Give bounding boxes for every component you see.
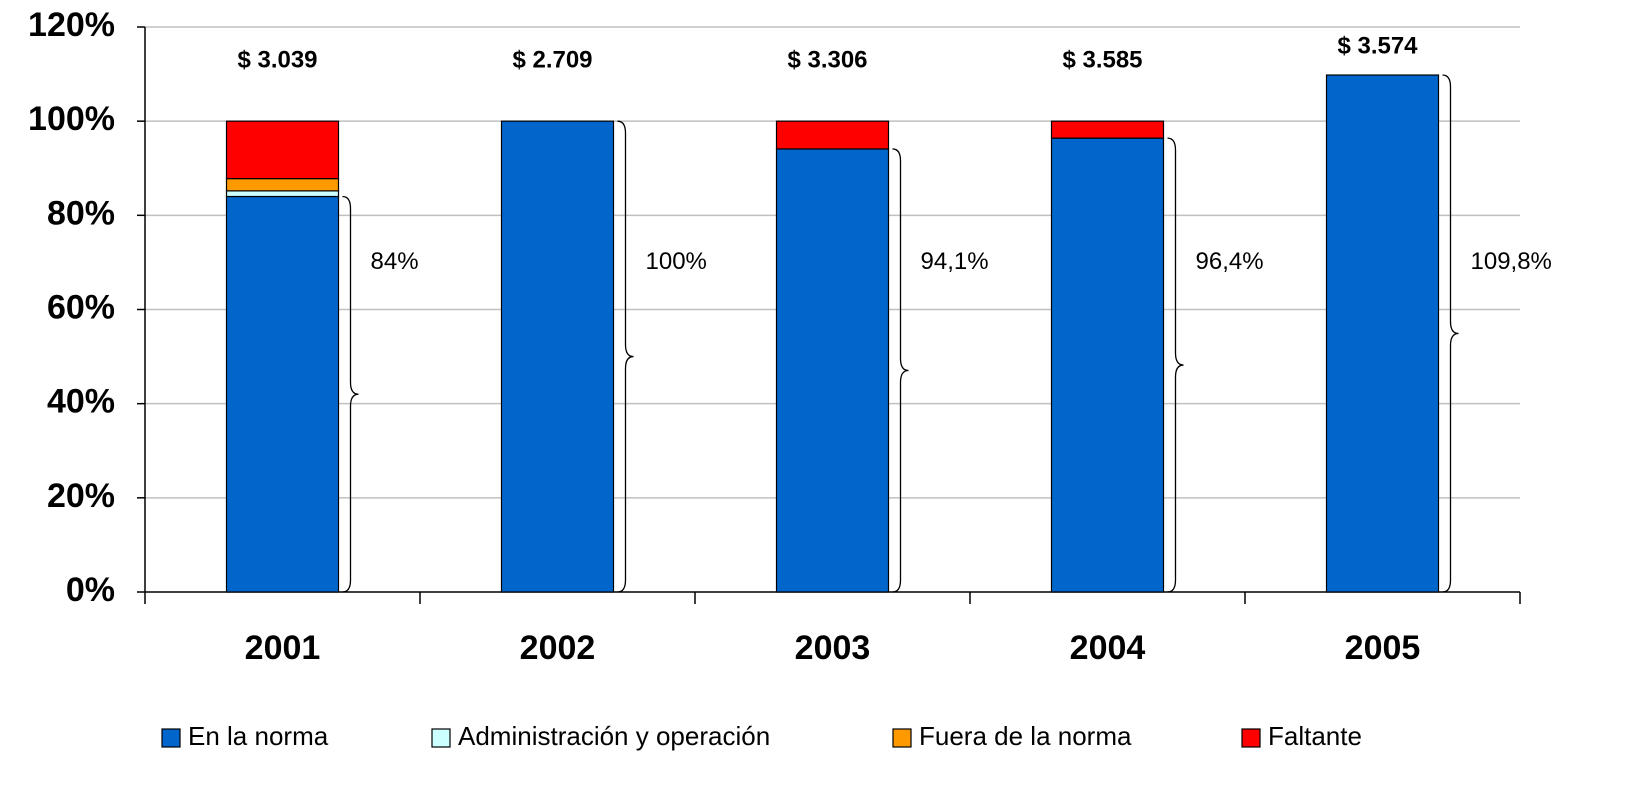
legend-swatch: [892, 728, 912, 748]
bar-segment: [225, 190, 340, 198]
x-tick-label: 2004: [1070, 629, 1146, 667]
x-tick-label: 2005: [1345, 629, 1421, 667]
value-label: 96,4%: [1196, 248, 1264, 275]
y-tick-label: 60%: [47, 288, 115, 326]
y-tick-label: 40%: [47, 383, 115, 421]
bar-segment: [1050, 120, 1165, 139]
value-label: 100%: [646, 248, 707, 275]
x-tick-label: 2001: [245, 629, 321, 667]
brace: [1442, 74, 1459, 593]
legend-label: En la norma: [188, 721, 329, 751]
y-tick-label: 120%: [28, 6, 115, 44]
y-tick-label: 80%: [47, 194, 115, 232]
annotation: $ 2.709: [512, 47, 592, 74]
legend-swatch: [431, 728, 451, 748]
bar-segment: [1050, 137, 1165, 593]
bar-segment: [225, 178, 340, 192]
legend-label: Faltante: [1268, 721, 1362, 751]
brace: [342, 195, 359, 593]
value-label: 109,8%: [1471, 248, 1552, 275]
brace: [892, 148, 909, 593]
bar-segment: [775, 148, 890, 593]
annotation: $ 3.306: [787, 47, 867, 74]
brace: [617, 120, 634, 593]
x-tick-label: 2003: [795, 629, 871, 667]
bar-segment: [775, 120, 890, 150]
annotation: $ 3.574: [1337, 32, 1418, 59]
brace: [1167, 137, 1184, 593]
y-tick-label: 100%: [28, 100, 115, 138]
legend-swatch: [161, 728, 181, 748]
bar-segment: [225, 195, 340, 593]
legend-label: Fuera de la norma: [919, 721, 1132, 751]
annotation: $ 3.039: [237, 47, 317, 74]
value-label: 84%: [371, 248, 419, 275]
value-label: 94,1%: [921, 248, 989, 275]
bar-segment: [500, 120, 615, 593]
legend-swatch: [1241, 728, 1261, 748]
x-tick-label: 2002: [520, 629, 596, 667]
legend-label: Administración y operación: [458, 721, 770, 751]
bar-segment: [1325, 74, 1440, 593]
bar-segment: [225, 120, 340, 180]
y-tick-label: 0%: [66, 571, 115, 609]
y-tick-label: 20%: [47, 477, 115, 515]
annotation: $ 3.585: [1062, 47, 1142, 74]
